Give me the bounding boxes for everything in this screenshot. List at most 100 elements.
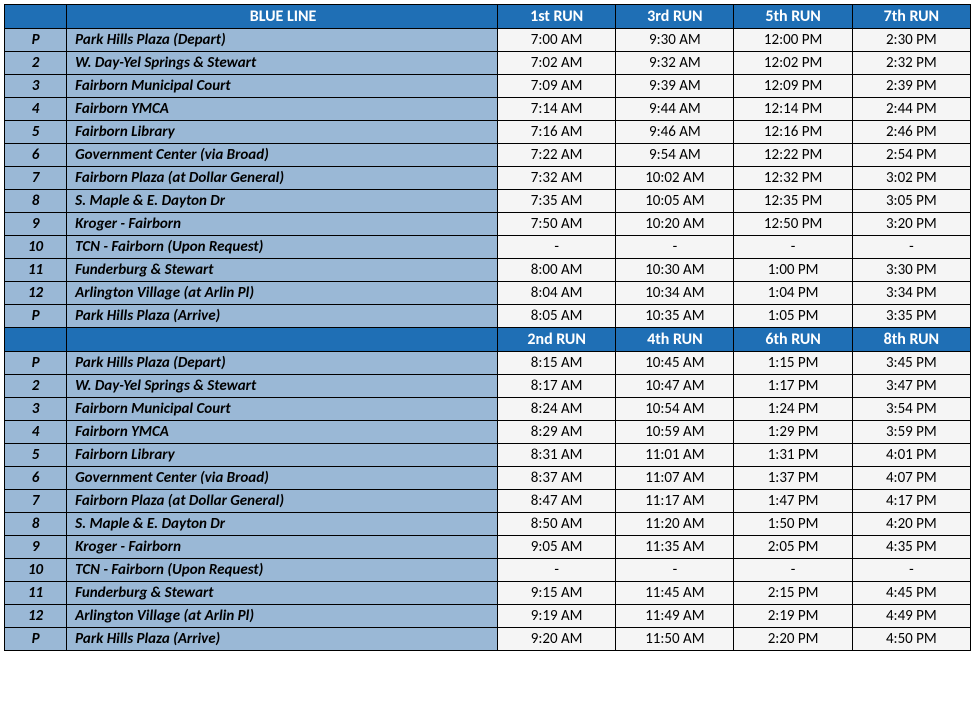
stop-number: P	[5, 29, 67, 52]
stop-name: Funderburg & Stewart	[67, 582, 498, 605]
header-run: 4th RUN	[616, 328, 734, 352]
time-cell: 4:35 PM	[852, 536, 970, 559]
stop-name: S. Maple & E. Dayton Dr	[67, 513, 498, 536]
stop-number: 2	[5, 375, 67, 398]
time-cell: 7:50 AM	[498, 213, 616, 236]
stop-name: Park Hills Plaza (Arrive)	[67, 628, 498, 651]
time-cell: 3:47 PM	[852, 375, 970, 398]
stop-number: 7	[5, 490, 67, 513]
time-cell: 3:30 PM	[852, 259, 970, 282]
time-cell: 1:37 PM	[734, 467, 852, 490]
table-row: 4Fairborn YMCA8:29 AM10:59 AM1:29 PM3:59…	[5, 421, 971, 444]
time-cell: 4:17 PM	[852, 490, 970, 513]
time-cell: 10:45 AM	[616, 352, 734, 375]
time-cell: 3:59 PM	[852, 421, 970, 444]
time-cell: 9:30 AM	[616, 29, 734, 52]
stop-number: 8	[5, 190, 67, 213]
time-cell: 3:54 PM	[852, 398, 970, 421]
stop-number: 3	[5, 75, 67, 98]
header-run: 6th RUN	[734, 328, 852, 352]
table-row: PPark Hills Plaza (Arrive)8:05 AM10:35 A…	[5, 305, 971, 328]
stop-name: S. Maple & E. Dayton Dr	[67, 190, 498, 213]
schedule-table: BLUE LINE1st RUN3rd RUN5th RUN7th RUNPPa…	[4, 4, 971, 651]
time-cell: 9:20 AM	[498, 628, 616, 651]
stop-name: Funderburg & Stewart	[67, 259, 498, 282]
time-cell: 1:31 PM	[734, 444, 852, 467]
stop-name: Government Center (via Broad)	[67, 467, 498, 490]
time-cell: -	[498, 559, 616, 582]
table-row: 11Funderburg & Stewart9:15 AM11:45 AM2:1…	[5, 582, 971, 605]
table-row: 2W. Day-Yel Springs & Stewart8:17 AM10:4…	[5, 375, 971, 398]
header-num	[5, 328, 67, 352]
time-cell: 2:30 PM	[852, 29, 970, 52]
table-row: 12Arlington Village (at Arlin Pl)8:04 AM…	[5, 282, 971, 305]
table-row: 6Government Center (via Broad)8:37 AM11:…	[5, 467, 971, 490]
stop-name: Park Hills Plaza (Arrive)	[67, 305, 498, 328]
stop-number: 9	[5, 536, 67, 559]
stop-name: Fairborn Library	[67, 121, 498, 144]
time-cell: 1:50 PM	[734, 513, 852, 536]
table-row: 8S. Maple & E. Dayton Dr7:35 AM10:05 AM1…	[5, 190, 971, 213]
time-cell: 11:01 AM	[616, 444, 734, 467]
time-cell: 2:15 PM	[734, 582, 852, 605]
time-cell: 7:35 AM	[498, 190, 616, 213]
time-cell: 2:32 PM	[852, 52, 970, 75]
time-cell: 8:29 AM	[498, 421, 616, 444]
time-cell: 8:37 AM	[498, 467, 616, 490]
table-row: 9Kroger - Fairborn9:05 AM11:35 AM2:05 PM…	[5, 536, 971, 559]
time-cell: 4:01 PM	[852, 444, 970, 467]
time-cell: 9:19 AM	[498, 605, 616, 628]
stop-number: P	[5, 628, 67, 651]
table-row: 10TCN - Fairborn (Upon Request)----	[5, 236, 971, 259]
stop-name: Fairborn Municipal Court	[67, 75, 498, 98]
stop-number: 12	[5, 605, 67, 628]
time-cell: 8:00 AM	[498, 259, 616, 282]
time-cell: 1:47 PM	[734, 490, 852, 513]
time-cell: 3:34 PM	[852, 282, 970, 305]
time-cell: 11:17 AM	[616, 490, 734, 513]
time-cell: 2:54 PM	[852, 144, 970, 167]
time-cell: 11:45 AM	[616, 582, 734, 605]
stop-name: Fairborn Plaza (at Dollar General)	[67, 167, 498, 190]
time-cell: 9:54 AM	[616, 144, 734, 167]
stop-name: W. Day-Yel Springs & Stewart	[67, 375, 498, 398]
time-cell: 12:50 PM	[734, 213, 852, 236]
time-cell: -	[852, 236, 970, 259]
stop-number: 9	[5, 213, 67, 236]
time-cell: 9:39 AM	[616, 75, 734, 98]
stop-number: 4	[5, 421, 67, 444]
time-cell: 7:32 AM	[498, 167, 616, 190]
time-cell: 1:17 PM	[734, 375, 852, 398]
stop-name: Kroger - Fairborn	[67, 213, 498, 236]
time-cell: 8:17 AM	[498, 375, 616, 398]
stop-name: Arlington Village (at Arlin Pl)	[67, 605, 498, 628]
time-cell: -	[734, 559, 852, 582]
stop-name: W. Day-Yel Springs & Stewart	[67, 52, 498, 75]
table-row: 7Fairborn Plaza (at Dollar General)7:32 …	[5, 167, 971, 190]
stop-number: 11	[5, 582, 67, 605]
stop-number: 7	[5, 167, 67, 190]
time-cell: 4:49 PM	[852, 605, 970, 628]
stop-number: 5	[5, 121, 67, 144]
stop-number: 8	[5, 513, 67, 536]
table-row: 3Fairborn Municipal Court8:24 AM10:54 AM…	[5, 398, 971, 421]
header-row: BLUE LINE1st RUN3rd RUN5th RUN7th RUN	[5, 5, 971, 29]
table-row: 3Fairborn Municipal Court7:09 AM9:39 AM1…	[5, 75, 971, 98]
time-cell: 3:45 PM	[852, 352, 970, 375]
table-row: 5Fairborn Library7:16 AM9:46 AM12:16 PM2…	[5, 121, 971, 144]
header-run: 2nd RUN	[498, 328, 616, 352]
table-row: 8S. Maple & E. Dayton Dr8:50 AM11:20 AM1…	[5, 513, 971, 536]
table-row: 12Arlington Village (at Arlin Pl)9:19 AM…	[5, 605, 971, 628]
table-row: 10TCN - Fairborn (Upon Request)----	[5, 559, 971, 582]
time-cell: 11:49 AM	[616, 605, 734, 628]
table-row: 9Kroger - Fairborn7:50 AM10:20 AM12:50 P…	[5, 213, 971, 236]
time-cell: -	[734, 236, 852, 259]
stop-name: Fairborn YMCA	[67, 421, 498, 444]
stop-number: 12	[5, 282, 67, 305]
table-row: PPark Hills Plaza (Depart)7:00 AM9:30 AM…	[5, 29, 971, 52]
time-cell: 4:50 PM	[852, 628, 970, 651]
header-run: 1st RUN	[498, 5, 616, 29]
time-cell: 12:22 PM	[734, 144, 852, 167]
time-cell: 8:31 AM	[498, 444, 616, 467]
time-cell: 2:19 PM	[734, 605, 852, 628]
